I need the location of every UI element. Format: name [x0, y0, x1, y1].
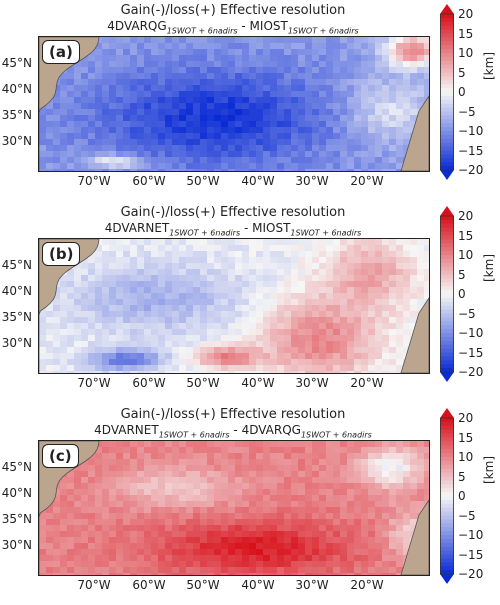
colorbar-tick: 5	[458, 469, 466, 484]
lat-tick: 40°N	[1, 284, 32, 298]
panel-title: Gain(-)/loss(+) Effective resolution	[120, 205, 346, 220]
lon-tick: 40°W	[241, 376, 275, 390]
panel-label: (c)	[42, 444, 79, 468]
colorbar-max-arrow	[440, 408, 454, 418]
lon-tick: 20°W	[350, 578, 384, 592]
colorbar-max-arrow	[440, 4, 454, 14]
lon-tick: 50°W	[186, 174, 220, 188]
lon-tick: 30°W	[295, 174, 329, 188]
colorbar-tick: −20	[458, 365, 484, 379]
land-africa	[400, 499, 429, 575]
lon-tick: 60°W	[132, 578, 166, 592]
panel-title: Gain(-)/loss(+) Effective resolution	[120, 3, 346, 18]
lon-tick: 30°W	[295, 376, 329, 390]
lon-tick: 30°W	[295, 578, 329, 592]
lat-tick: 40°N	[1, 486, 32, 500]
colorbar-tick: −5	[458, 306, 476, 321]
colorbar-tick: −15	[458, 345, 484, 360]
panel-b: Gain(-)/loss(+) Effective resolution 4DV…	[0, 202, 500, 402]
colorbar-tick: −20	[458, 163, 484, 177]
colorbar-unit: [km]	[482, 253, 496, 282]
colorbar-tick: 10	[458, 450, 474, 464]
colorbar-max-arrow	[440, 206, 454, 216]
colorbar-min-arrow	[440, 170, 454, 180]
lon-tick: 70°W	[77, 578, 111, 592]
lon-tick: 50°W	[186, 376, 220, 390]
lon-tick: 70°W	[77, 376, 111, 390]
colorbar-tick: 10	[458, 248, 474, 262]
colorbar-tick: −10	[458, 528, 484, 542]
lon-tick: 20°W	[350, 174, 384, 188]
colorbar-ticks: 20 15 10 5 0 −5 −10 −15 −20	[458, 0, 488, 200]
lat-tick: 30°N	[1, 538, 32, 552]
colorbar-min-arrow	[440, 372, 454, 382]
panel-label: (a)	[42, 40, 80, 64]
lon-tick: 20°W	[350, 376, 384, 390]
land-north-america	[39, 37, 100, 171]
colorbar-tick: 0	[458, 287, 466, 301]
lat-tick: 35°N	[1, 512, 32, 526]
land-north-america	[39, 441, 100, 575]
colorbar-tick: −5	[458, 508, 476, 523]
lat-tick: 45°N	[1, 258, 32, 272]
colorbar-tick: −15	[458, 547, 484, 562]
colorbar-ticks: 20 15 10 5 0 −5 −10 −15 −20	[458, 202, 488, 402]
colorbar-tick: 5	[458, 65, 466, 80]
map-field-b	[38, 238, 430, 374]
colorbar-tick: 15	[458, 430, 474, 445]
lon-tick: 70°W	[77, 174, 111, 188]
colorbar-tick: 20	[458, 209, 474, 223]
map-field-a	[38, 36, 430, 172]
colorbar-tick: −10	[458, 124, 484, 138]
lat-tick: 45°N	[1, 460, 32, 474]
colorbar-tick: 20	[458, 7, 474, 21]
colorbar-min-arrow	[440, 574, 454, 584]
lat-tick: 30°N	[1, 336, 32, 350]
colorbar-ticks: 20 15 10 5 0 −5 −10 −15 −20	[458, 404, 488, 604]
lat-tick: 40°N	[1, 82, 32, 96]
panel-subtitle: 4DVARNET1SWOT + 6nadirs - 4DVARQG1SWOT +…	[94, 423, 372, 440]
lon-tick: 60°W	[132, 174, 166, 188]
lon-tick: 40°W	[241, 174, 275, 188]
lat-tick: 35°N	[1, 108, 32, 122]
lon-tick: 50°W	[186, 578, 220, 592]
colorbar-tick: 10	[458, 46, 474, 60]
colorbar-tick: −10	[458, 326, 484, 340]
lat-tick: 45°N	[1, 56, 32, 70]
colorbar-tick: 15	[458, 228, 474, 243]
panel-a: Gain(-)/loss(+) Effective resolution 4DV…	[0, 0, 500, 200]
colorbar	[440, 408, 454, 584]
colorbar-tick: −15	[458, 143, 484, 158]
land-africa	[400, 95, 429, 171]
colorbar-tick: 20	[458, 411, 474, 425]
panel-subtitle: 4DVARQG1SWOT + 6nadirs - MIOST1SWOT + 6n…	[107, 19, 359, 36]
colorbar-tick: −5	[458, 104, 476, 119]
panel-title: Gain(-)/loss(+) Effective resolution	[120, 407, 346, 422]
land-north-america	[39, 239, 100, 373]
colorbar-tick: 15	[458, 26, 474, 41]
colorbar-tick: 0	[458, 85, 466, 99]
map-field-c	[38, 440, 430, 576]
land-africa	[400, 297, 429, 373]
colorbar-unit: [km]	[482, 51, 496, 80]
panel-subtitle: 4DVARNET1SWOT + 6nadirs - MIOST1SWOT + 6…	[104, 221, 362, 238]
lon-tick: 40°W	[241, 578, 275, 592]
colorbar	[440, 206, 454, 382]
lat-tick: 35°N	[1, 310, 32, 324]
colorbar-unit: [km]	[482, 455, 496, 484]
panel-label: (b)	[42, 242, 81, 266]
lat-tick: 30°N	[1, 134, 32, 148]
panel-c: Gain(-)/loss(+) Effective resolution 4DV…	[0, 404, 500, 604]
colorbar-tick: −20	[458, 567, 484, 581]
colorbar-tick: 5	[458, 267, 466, 282]
colorbar-tick: 0	[458, 489, 466, 503]
colorbar	[440, 4, 454, 180]
lon-tick: 60°W	[132, 376, 166, 390]
